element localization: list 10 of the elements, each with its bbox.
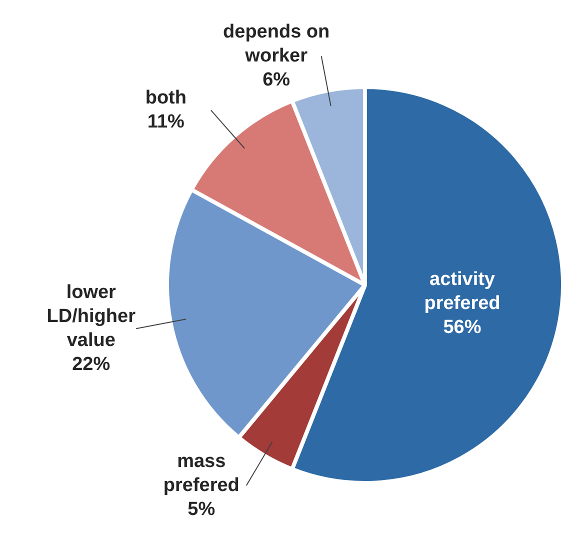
data-label: 6% (262, 69, 290, 90)
slice-label: activity prefered (424, 268, 500, 314)
slice-label: lower LD/higher value (46, 282, 136, 351)
data-label: 11% (147, 111, 185, 132)
slice-label: mass prefered (163, 450, 240, 496)
data-label: 56% (443, 316, 482, 338)
slice-label: both (145, 87, 186, 108)
data-label: 22% (72, 354, 110, 375)
data-label: 5% (188, 498, 216, 520)
slice-label: depends on worker (223, 21, 330, 66)
